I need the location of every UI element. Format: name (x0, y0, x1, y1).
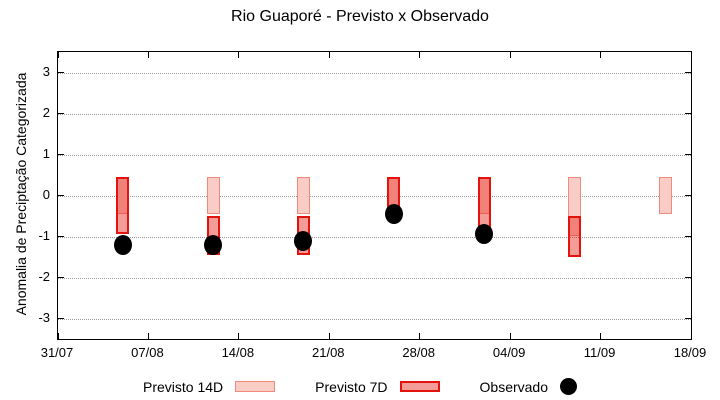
legend-observado-dot-icon (560, 378, 577, 395)
y-tick-mark (58, 195, 64, 196)
y-tick-mark (685, 72, 691, 73)
legend-item-observado: Observado (480, 378, 577, 395)
x-tick-mark (147, 333, 149, 339)
x-tick-label: 04/09 (492, 345, 526, 360)
x-tick-mark (238, 333, 240, 339)
forecast-7d-bar (116, 177, 130, 235)
y-tick-label: -3 (38, 309, 50, 325)
x-tick-label: 31/07 (40, 345, 74, 360)
x-tick-label: 11/09 (583, 345, 616, 360)
x-tick-mark (419, 333, 421, 339)
x-tick-label: 18/09 (673, 345, 707, 360)
forecast-14d-bar (206, 177, 220, 214)
x-tick-mark (419, 52, 421, 58)
forecast-7d-bar (477, 177, 491, 229)
x-tick-mark (147, 52, 149, 58)
observed-dot (113, 234, 132, 255)
y-tick-mark (58, 318, 64, 319)
plot-area (57, 51, 692, 340)
x-tick-label: 07/08 (131, 345, 164, 360)
y-tick-mark (685, 113, 691, 114)
y-tick-mark (685, 154, 691, 155)
y-tick-mark (58, 113, 64, 114)
y-tick-mark (58, 154, 64, 155)
gridline (58, 277, 691, 279)
observed-dot (384, 203, 403, 224)
legend-label-previsto-14d: Previsto 14D (143, 378, 224, 395)
gridline (58, 195, 691, 197)
y-tick-mark (58, 72, 64, 73)
x-tick-mark (690, 52, 692, 58)
x-tick-label: 14/08 (221, 345, 255, 360)
x-tick-mark (238, 52, 240, 58)
x-tick-mark (690, 333, 692, 339)
y-tick-label: 3 (42, 63, 50, 79)
forecast-14d-bar (568, 177, 582, 237)
legend-item-previsto-7d: Previsto 7D (315, 378, 440, 395)
gridline (58, 113, 691, 115)
legend-label-observado: Observado (479, 378, 548, 395)
observed-dot (294, 230, 313, 251)
forecast-14d-bar (296, 177, 310, 214)
y-tick-mark (685, 195, 691, 196)
forecast-7d-bar (568, 216, 582, 257)
x-tick-mark (328, 333, 330, 339)
x-tick-label: 21/08 (312, 345, 345, 360)
legend-swatch-14d-icon (235, 381, 276, 392)
x-tick-mark (57, 333, 59, 339)
x-tick-label: 28/08 (402, 345, 435, 360)
y-tick-label: 1 (42, 145, 50, 161)
forecast-14d-bar (658, 177, 672, 214)
y-tick-label: 0 (42, 186, 50, 202)
legend-item-previsto-14d: Previsto 14D (143, 378, 276, 395)
y-tick-label: -2 (38, 268, 50, 284)
legend-label-previsto-7d: Previsto 7D (315, 378, 388, 395)
y-tick-mark (58, 236, 64, 237)
legend: Previsto 14D Previsto 7D Observado (0, 378, 720, 395)
y-tick-mark (58, 277, 64, 278)
gridline (58, 236, 691, 238)
x-tick-mark (509, 52, 511, 58)
y-tick-mark (685, 277, 691, 278)
observed-dot (204, 234, 223, 255)
x-tick-mark (600, 52, 602, 58)
gridline (58, 154, 691, 156)
y-tick-label: 2 (42, 104, 50, 120)
gridline (58, 72, 691, 74)
x-tick-mark (600, 333, 602, 339)
x-tick-mark (509, 333, 511, 339)
observed-dot (475, 224, 494, 245)
gridline (58, 318, 691, 320)
y-tick-label: -1 (38, 227, 50, 243)
x-tick-mark (328, 52, 330, 58)
y-tick-mark (685, 236, 691, 237)
legend-swatch-7d-icon (399, 381, 440, 392)
y-tick-mark (685, 318, 691, 319)
x-tick-mark (57, 52, 59, 58)
chart-title: Rio Guaporé - Previsto x Observado (231, 8, 489, 25)
